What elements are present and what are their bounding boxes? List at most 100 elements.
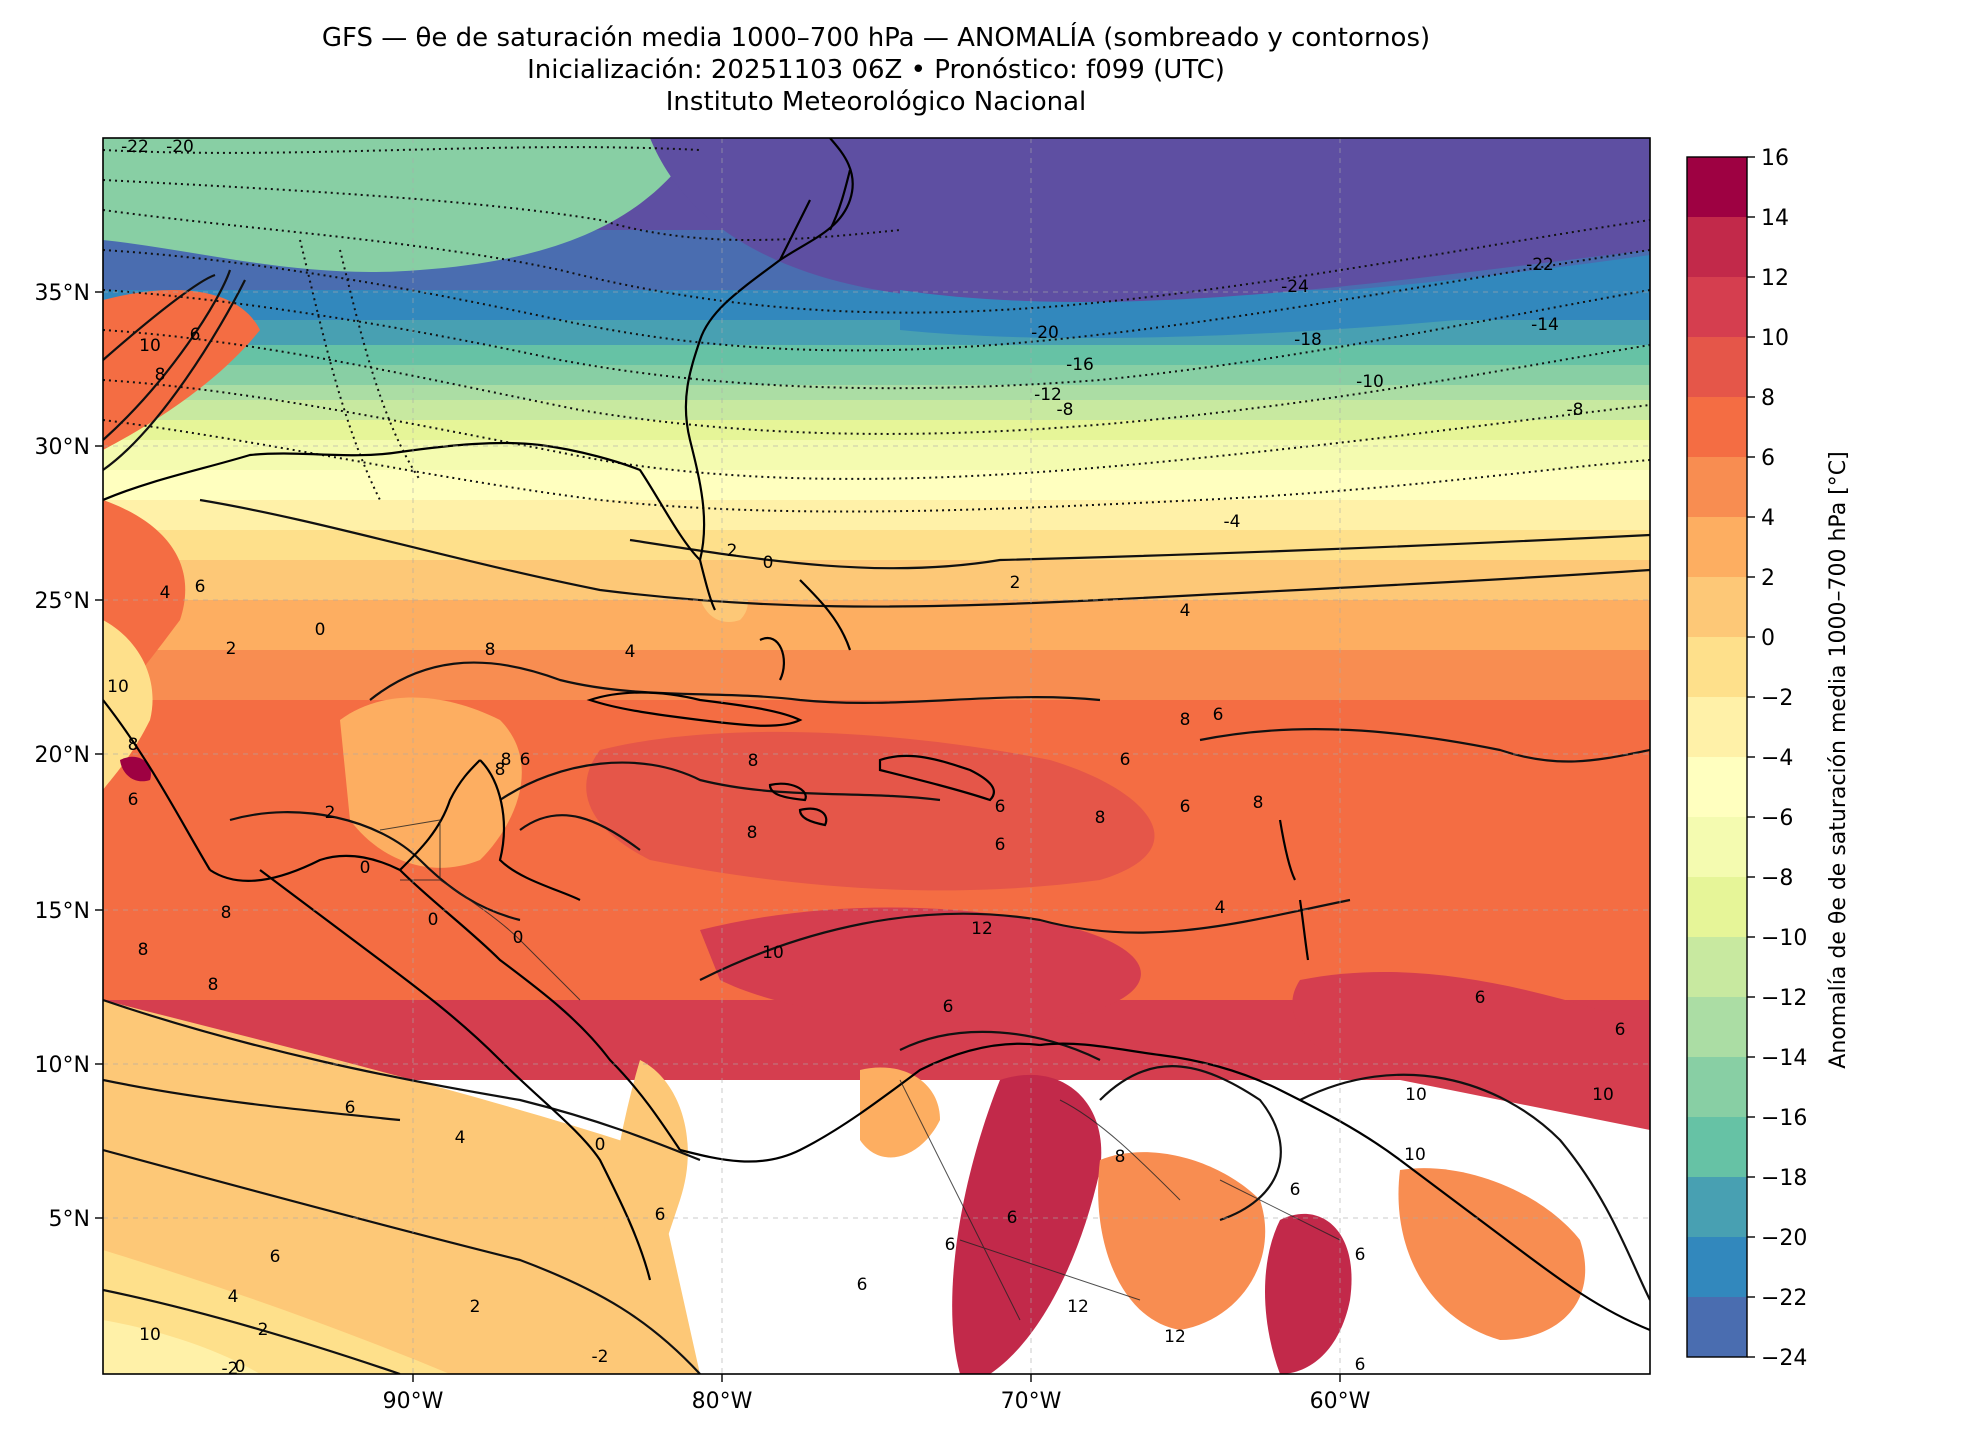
contour-label: 8 [1253, 793, 1264, 813]
contour-label: 8 [221, 903, 232, 923]
contour-label: 10 [1404, 1145, 1426, 1165]
contour-label: 8 [1180, 710, 1191, 730]
contour-label: 8 [1095, 808, 1106, 828]
contour-label: 12 [1164, 1327, 1186, 1347]
contour-label: 8 [485, 640, 496, 660]
colorbar-band [1687, 517, 1747, 578]
contour-label: 10 [1592, 1085, 1614, 1105]
shading-region [697, 560, 748, 622]
contour-label: 10 [762, 943, 784, 963]
lon-tick-label: 80°W [692, 1389, 753, 1414]
colorbar-band [1687, 157, 1747, 218]
colorbar-tick-label: 16 [1761, 146, 1789, 171]
contour-label: 6 [943, 997, 954, 1017]
contour-label: 6 [857, 1275, 868, 1295]
map-plot-area: -22 -20-20-24-22-20 -18-16-14-12-10-8-8-42… [103, 138, 1650, 1379]
contour-label: 6 [1355, 1355, 1366, 1375]
contour-label: 6 [195, 577, 206, 597]
contour-label: -24 [1281, 277, 1309, 297]
contour-label: 4 [1180, 601, 1191, 621]
title-line-3: Instituto Meteorológico Nacional [665, 87, 1087, 117]
contour-labels: -22 -20-20-24-22-20 -18-16-14-12-10-8-8-42… [107, 138, 1625, 1379]
lon-tick-label: 60°W [1310, 1389, 1371, 1414]
contour-label: 0 [595, 1135, 606, 1155]
contour-label: 6 [945, 1235, 956, 1255]
contour-label: 0 [315, 620, 326, 640]
shading-band [103, 345, 1650, 365]
shading-band [103, 420, 1650, 440]
contour-label: 0 [428, 910, 439, 930]
contour-label: -12 [1034, 385, 1062, 405]
shading-band [103, 600, 1650, 650]
colorbar-band [1687, 997, 1747, 1058]
shading-region [103, 138, 700, 273]
contour-label: -10 [1356, 372, 1384, 392]
colorbar-tick-label: −16 [1761, 1106, 1807, 1131]
contour-label: 12 [1067, 1297, 1089, 1317]
shading-region [340, 697, 522, 868]
colorbar-bands [1687, 157, 1747, 1358]
shading-band [103, 560, 1650, 600]
colorbar-tick-label: −10 [1761, 926, 1807, 951]
contour-label: 6 [1007, 1208, 1018, 1228]
lat-tick-label: 5°N [49, 1207, 90, 1232]
lat-tick-label: 15°N [35, 899, 90, 924]
contour-label: 6 [1120, 750, 1131, 770]
colorbar-band [1687, 697, 1747, 758]
contour-label: -8 [1057, 400, 1074, 420]
contour-label: 0 [360, 858, 371, 878]
gridlines [103, 138, 1650, 1374]
colorbar-band [1687, 937, 1747, 998]
contour-label: 6 [520, 750, 531, 770]
colorbar-ticks: 16 14 12 10 8 6 4 2 0 −2 −4 −6 −8 −10 −12 −14 −16 −18 −20 −… [1747, 146, 1807, 1371]
shading-region [120, 756, 151, 782]
contour-label: 8 [128, 735, 139, 755]
contour-label: 6 [270, 1247, 281, 1267]
contour-label: 10 [1405, 1085, 1427, 1105]
colorbar-tick-label: −12 [1761, 986, 1807, 1011]
shading-band [103, 365, 1650, 385]
contour-label: 10 [139, 1325, 161, 1345]
colorbar-band [1687, 337, 1747, 398]
contour-label: 6 [345, 1098, 356, 1118]
colorbar-band [1687, 457, 1747, 518]
contour-label: 8 [748, 751, 759, 771]
contour-label: -20 [1031, 323, 1059, 343]
lat-tick-label: 20°N [35, 743, 90, 768]
colorbar-tick-label: −18 [1761, 1166, 1807, 1191]
shading-region [1292, 971, 1650, 1130]
contour-label: 6 [128, 790, 139, 810]
contour-label: 8 [208, 975, 219, 995]
contour-label: 6 [1355, 1245, 1366, 1265]
lat-tick-label: 35°N [35, 281, 90, 306]
shading-band [103, 385, 1650, 400]
lat-tick-label: 30°N [35, 435, 90, 460]
contour-label: 8 [747, 823, 758, 843]
colorbar-band [1687, 757, 1747, 818]
colorbar-tick-label: −22 [1761, 1286, 1807, 1311]
contour-label: 0 [763, 553, 774, 573]
shading-band [103, 500, 1650, 530]
contour-label: -2 [222, 1359, 239, 1379]
contour-label: 6 [655, 1205, 666, 1225]
contour-label: 6 [1290, 1180, 1301, 1200]
contour-label: -14 [1531, 315, 1559, 335]
shading-region [103, 1000, 700, 1374]
colorbar-band [1687, 577, 1747, 638]
shading-region [103, 620, 153, 790]
colorbar: 16 14 12 10 8 6 4 2 0 −2 −4 −6 −8 −10 −12 −14 −16 −18 −20 −… [1686, 146, 1851, 1371]
shading-band [103, 470, 1650, 500]
contour-label: 6 [995, 835, 1006, 855]
shading-region [1398, 1168, 1586, 1340]
colorbar-tick-label: −20 [1761, 1226, 1807, 1251]
colorbar-tick-label: 0 [1761, 626, 1775, 651]
shading-region [580, 1060, 688, 1374]
contour-label: 6 [995, 797, 1006, 817]
colorbar-band [1687, 397, 1747, 458]
contour-label: 2 [470, 1297, 481, 1317]
shading-region [860, 1067, 940, 1158]
shading-region [650, 138, 1650, 302]
colorbar-band [1687, 277, 1747, 338]
colorbar-tick-label: −24 [1761, 1346, 1807, 1371]
figure-title: GFS — θe de saturación media 1000–700 hP… [0, 22, 1752, 118]
